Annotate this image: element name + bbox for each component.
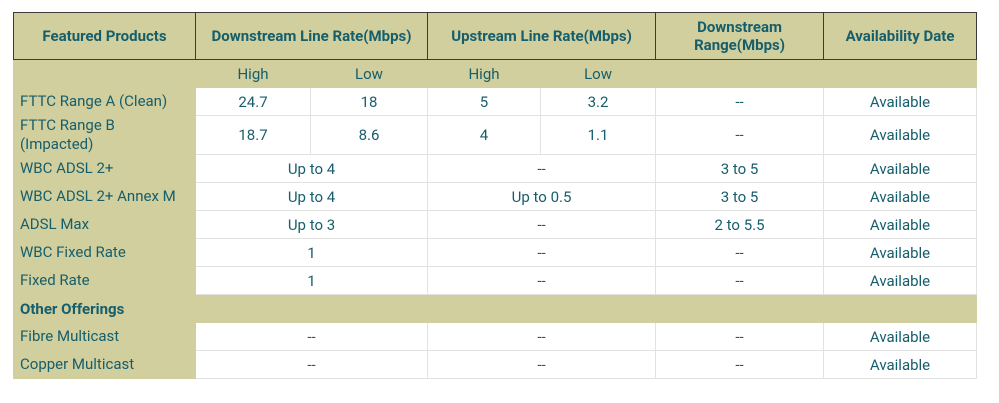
product-row: WBC Fixed Rate 1 -- -- Available	[13, 238, 978, 267]
subheader-cell: Low	[309, 59, 429, 88]
product-name: WBC Fixed Rate	[13, 238, 196, 267]
product-row: WBC ADSL 2+ Up to 4 -- 3 to 5 Available	[13, 154, 978, 183]
product-row: FTTC Range B (Impacted) 18.7 8.6 4 1.1 -- Avai…	[13, 115, 978, 155]
value-cell: --	[655, 87, 825, 116]
value-cell: 1.1	[540, 115, 657, 155]
value-cell: Up to 4	[194, 182, 429, 211]
subheader-row: High Low High Low	[13, 59, 978, 88]
value-cell: --	[427, 238, 657, 267]
product-name: Fixed Rate	[13, 266, 196, 295]
value-cell: Up to 0.5	[427, 182, 657, 211]
value-cell: --	[655, 350, 825, 379]
product-name: FTTC Range A (Clean)	[13, 87, 196, 116]
product-row: Copper Multicast -- -- -- Available	[13, 350, 978, 379]
product-row: FTTC Range A (Clean) 24.7 18 5 3.2 -- Availabl…	[13, 87, 978, 116]
product-name: ADSL Max	[13, 210, 196, 239]
value-cell: Available	[823, 238, 978, 267]
value-cell: Available	[823, 154, 978, 183]
product-name: FTTC Range B (Impacted)	[13, 115, 196, 155]
value-cell: 24.7	[195, 87, 311, 116]
value-cell: Available	[823, 266, 978, 295]
value-cell: Available	[823, 322, 978, 351]
header-row: Featured Products Downstream Line Rate(M…	[13, 12, 978, 60]
value-cell: --	[427, 210, 657, 239]
product-row: ADSL Max Up to 3 -- 2 to 5.5 Available	[13, 210, 978, 239]
value-cell: --	[427, 350, 657, 379]
value-cell: 1	[194, 266, 429, 295]
table-head: Featured Products Downstream Line Rate(M…	[13, 12, 978, 88]
subheader-cell: High	[427, 59, 542, 88]
product-row: WBC ADSL 2+ Annex M Up to 4 Up to 0.5 3 to …	[13, 182, 978, 211]
value-cell: 18	[309, 87, 429, 116]
value-cell: Available	[823, 87, 978, 116]
product-name: WBC ADSL 2+	[13, 154, 196, 183]
value-cell: 8.6	[309, 115, 429, 155]
subheader-cell: Low	[540, 59, 657, 88]
section-row: Other Offerings	[13, 294, 978, 323]
value-cell: --	[194, 322, 429, 351]
value-cell: --	[427, 154, 657, 183]
value-cell: 2 to 5.5	[655, 210, 825, 239]
header-cell: Downstream Range(Mbps)	[655, 12, 825, 60]
value-cell: --	[655, 238, 825, 267]
subheader-cell	[655, 59, 825, 88]
value-cell: --	[655, 266, 825, 295]
section-title: Other Offerings	[13, 294, 196, 323]
value-cell: Up to 3	[194, 210, 429, 239]
header-cell: Upstream Line Rate(Mbps)	[427, 12, 657, 60]
table-body: FTTC Range A (Clean) 24.7 18 5 3.2 -- Availabl…	[13, 87, 978, 379]
subheader-cell	[823, 59, 978, 88]
product-row: Fixed Rate 1 -- -- Available	[13, 266, 978, 295]
product-row: Fibre Multicast -- -- -- Available	[13, 322, 978, 351]
value-cell: Available	[823, 182, 978, 211]
value-cell: 5	[427, 87, 542, 116]
product-name: WBC ADSL 2+ Annex M	[13, 182, 196, 211]
value-cell: --	[427, 322, 657, 351]
value-cell: Available	[823, 210, 978, 239]
value-cell: --	[427, 266, 657, 295]
product-name: Fibre Multicast	[13, 322, 196, 351]
value-cell: Available	[823, 115, 978, 155]
product-table: Featured Products Downstream Line Rate(M…	[13, 12, 978, 379]
header-cell: Downstream Line Rate(Mbps)	[194, 12, 429, 60]
value-cell: 18.7	[195, 115, 311, 155]
subheader-cell: High	[195, 59, 311, 88]
subheader-cell	[13, 59, 196, 88]
header-cell: Featured Products	[13, 12, 196, 60]
header-cell: Availability Date	[823, 12, 978, 60]
value-cell: 3 to 5	[655, 154, 825, 183]
value-cell: 3 to 5	[655, 182, 825, 211]
value-cell: 3.2	[540, 87, 657, 116]
value-cell: --	[194, 350, 429, 379]
product-name: Copper Multicast	[13, 350, 196, 379]
value-cell: Available	[823, 350, 978, 379]
section-fill	[194, 294, 978, 323]
value-cell: 1	[194, 238, 429, 267]
value-cell: Up to 4	[194, 154, 429, 183]
value-cell: --	[655, 322, 825, 351]
value-cell: --	[655, 115, 825, 155]
value-cell: 4	[427, 115, 542, 155]
table-wrapper: Featured Products Downstream Line Rate(M…	[13, 12, 978, 379]
